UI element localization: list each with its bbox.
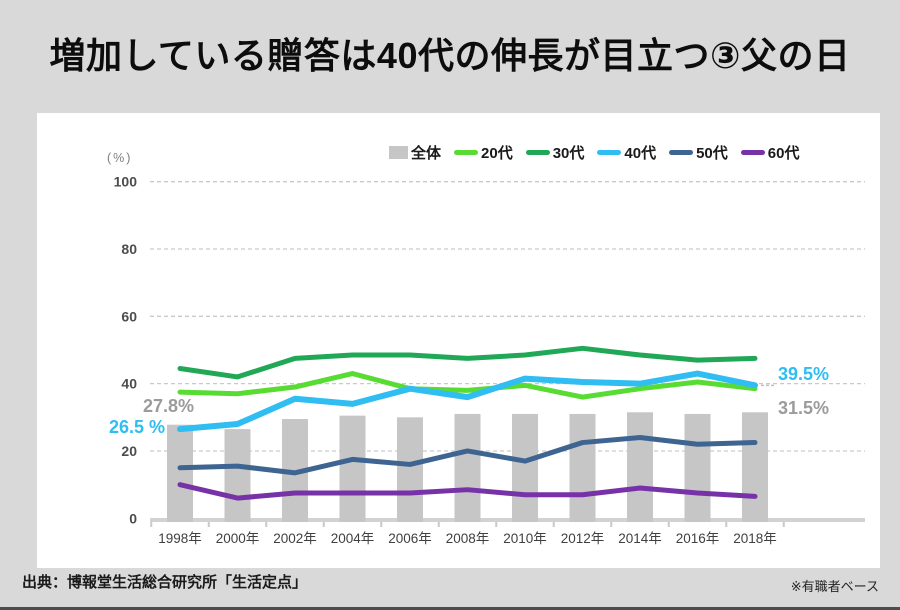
bar-2012年 (569, 413, 596, 522)
x-tick-label-2010年: 2010年 (503, 531, 547, 546)
y-tick-label-0: 0 (129, 510, 137, 526)
y-tick-label-40: 40 (121, 376, 137, 392)
legend-label-全体: 全体 (411, 145, 442, 162)
legend-item-50代: 50代 (669, 142, 728, 163)
bar-2014年 (627, 412, 653, 522)
bar-2000年 (224, 429, 251, 522)
bar-2016年 (684, 413, 711, 522)
x-tick-label-2006年: 2006年 (388, 531, 432, 546)
x-axis-tick (610, 522, 613, 527)
annotation-40dai-2018: 39.5% (778, 364, 830, 384)
page-title: 増加している贈答は40代の伸長が目立つ③父の日 (49, 35, 851, 76)
source-credit: 出典：博報堂生活総合研究所「生活定点」 (22, 574, 308, 591)
legend-label-60代: 60代 (767, 145, 800, 162)
line-30代 (177, 345, 758, 380)
x-axis-tick (552, 522, 555, 527)
x-tick-label-2004年: 2004年 (331, 531, 375, 546)
x-axis-tick (207, 522, 210, 527)
bar-1998年 (167, 424, 193, 522)
legend-label-30代: 30代 (552, 145, 585, 162)
bar-2004年 (339, 415, 366, 522)
x-axis-line (150, 518, 865, 522)
y-tick-label-80: 80 (121, 241, 137, 257)
x-tick-label-2016年: 2016年 (676, 531, 720, 546)
line-50代 (177, 435, 758, 476)
x-axis-tick (265, 522, 268, 527)
x-axis-tick (150, 522, 153, 527)
x-tick-label-2000年: 2000年 (216, 531, 260, 546)
legend-swatch-line-30代 (525, 150, 550, 155)
y-tick-label-20: 20 (121, 443, 137, 459)
x-axis-tick (667, 522, 670, 527)
legend-swatch-line-50代 (669, 150, 694, 155)
legend-swatch-line-60代 (740, 150, 765, 155)
x-tick-label-2002年: 2002年 (273, 531, 317, 546)
line-20代 (177, 371, 758, 400)
bottom-accent-bar (0, 607, 900, 610)
legend: 全体 20代 30代 40代 50代 60代 (389, 142, 799, 163)
x-axis-tick (495, 522, 498, 527)
bar-2010年 (512, 413, 538, 522)
legend-item-20代: 20代 (454, 142, 513, 163)
legend-swatch-line-40代 (597, 150, 622, 155)
footnote: ※有職者ベース (790, 579, 879, 594)
line-40代 (177, 370, 758, 433)
bar-2008年 (454, 413, 481, 522)
bar-2018年 (742, 412, 768, 522)
y-tick-label-60: 60 (121, 308, 137, 324)
y-axis-unit-label: (%) (107, 151, 133, 165)
legend-label-50代: 50代 (696, 145, 728, 162)
legend-swatch-line-20代 (454, 150, 479, 155)
legend-label-40代: 40代 (624, 145, 657, 162)
legend-label-20代: 20代 (481, 145, 513, 162)
legend-swatch-bar-全体 (389, 146, 408, 159)
chart-panel: 0 20 40 60 80 100 1998年 2000年 2002年 2004年 2006年 200… (37, 113, 880, 568)
y-tick-label-100: 100 (114, 174, 138, 190)
x-tick-label-2014年: 2014年 (618, 531, 662, 546)
annotation-zentai-1998: 27.8% (143, 396, 195, 416)
x-axis-tick (725, 522, 728, 527)
x-axis-tick (322, 522, 325, 527)
legend-item-30代: 30代 (525, 142, 585, 163)
x-tick-label-1998年: 1998年 (158, 531, 202, 546)
annotation-40dai-1998: 26.5 % (109, 417, 166, 437)
x-axis-tick (437, 522, 440, 527)
legend-item-40代: 40代 (597, 142, 656, 163)
x-axis-tick (782, 522, 785, 527)
x-tick-label-2018年: 2018年 (733, 531, 777, 546)
x-tick-label-2012年: 2012年 (561, 531, 605, 546)
chart-plot-area: 0 20 40 60 80 100 1998年 2000年 2002年 2004年 2006年 200… (114, 174, 865, 546)
bar-2006年 (397, 417, 423, 522)
annotation-zentai-2018: 31.5% (778, 398, 830, 418)
legend-item-60代: 60代 (740, 142, 800, 163)
x-tick-label-2008年: 2008年 (446, 531, 490, 546)
line-60代 (177, 482, 758, 501)
x-axis-tick (380, 522, 383, 527)
legend-item-全体: 全体 (389, 142, 441, 163)
